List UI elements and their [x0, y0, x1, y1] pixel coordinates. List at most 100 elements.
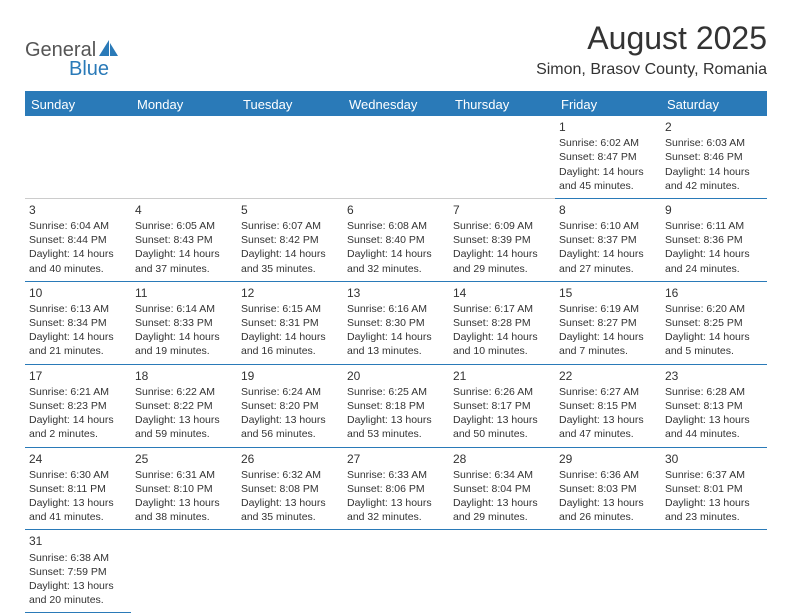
sunset-line: Sunset: 8:01 PM — [665, 482, 763, 496]
day-number: 19 — [241, 368, 339, 384]
sunrise-line: Sunrise: 6:05 AM — [135, 219, 233, 233]
daylight-line: Daylight: 14 hours and 13 minutes. — [347, 330, 445, 358]
daylight-line: Daylight: 13 hours and 44 minutes. — [665, 413, 763, 441]
sunrise-line: Sunrise: 6:11 AM — [665, 219, 763, 233]
calendar-cell — [131, 530, 237, 613]
daylight-line: Daylight: 14 hours and 32 minutes. — [347, 247, 445, 275]
day-number: 12 — [241, 285, 339, 301]
daylight-line: Daylight: 13 hours and 50 minutes. — [453, 413, 551, 441]
calendar-row: 17Sunrise: 6:21 AMSunset: 8:23 PMDayligh… — [25, 364, 767, 447]
daylight-line: Daylight: 14 hours and 5 minutes. — [665, 330, 763, 358]
day-number: 31 — [29, 533, 127, 549]
calendar-cell: 11Sunrise: 6:14 AMSunset: 8:33 PMDayligh… — [131, 281, 237, 364]
sunrise-line: Sunrise: 6:20 AM — [665, 302, 763, 316]
sunset-line: Sunset: 8:17 PM — [453, 399, 551, 413]
calendar-cell: 24Sunrise: 6:30 AMSunset: 8:11 PMDayligh… — [25, 447, 131, 530]
sunset-line: Sunset: 8:33 PM — [135, 316, 233, 330]
calendar-cell — [237, 530, 343, 613]
calendar-row: 24Sunrise: 6:30 AMSunset: 8:11 PMDayligh… — [25, 447, 767, 530]
calendar-cell: 13Sunrise: 6:16 AMSunset: 8:30 PMDayligh… — [343, 281, 449, 364]
sunrise-line: Sunrise: 6:22 AM — [135, 385, 233, 399]
daylight-line: Daylight: 13 hours and 26 minutes. — [559, 496, 657, 524]
sunset-line: Sunset: 8:23 PM — [29, 399, 127, 413]
sunset-line: Sunset: 8:20 PM — [241, 399, 339, 413]
calendar-cell: 29Sunrise: 6:36 AMSunset: 8:03 PMDayligh… — [555, 447, 661, 530]
sunset-line: Sunset: 8:06 PM — [347, 482, 445, 496]
day-number: 4 — [135, 202, 233, 218]
sunset-line: Sunset: 8:40 PM — [347, 233, 445, 247]
day-number: 10 — [29, 285, 127, 301]
calendar-cell: 9Sunrise: 6:11 AMSunset: 8:36 PMDaylight… — [661, 198, 767, 281]
daylight-line: Daylight: 13 hours and 47 minutes. — [559, 413, 657, 441]
sunrise-line: Sunrise: 6:33 AM — [347, 468, 445, 482]
sunrise-line: Sunrise: 6:17 AM — [453, 302, 551, 316]
calendar-cell — [25, 116, 131, 198]
sunrise-line: Sunrise: 6:25 AM — [347, 385, 445, 399]
calendar-cell — [449, 116, 555, 198]
day-number: 21 — [453, 368, 551, 384]
weekday-header: Thursday — [449, 92, 555, 116]
calendar-row: 3Sunrise: 6:04 AMSunset: 8:44 PMDaylight… — [25, 198, 767, 281]
sunset-line: Sunset: 8:03 PM — [559, 482, 657, 496]
sunset-line: Sunset: 8:27 PM — [559, 316, 657, 330]
weekday-header-row: Sunday Monday Tuesday Wednesday Thursday… — [25, 92, 767, 116]
sunrise-line: Sunrise: 6:19 AM — [559, 302, 657, 316]
daylight-line: Daylight: 14 hours and 21 minutes. — [29, 330, 127, 358]
sunset-line: Sunset: 8:04 PM — [453, 482, 551, 496]
sunrise-line: Sunrise: 6:14 AM — [135, 302, 233, 316]
sunrise-line: Sunrise: 6:09 AM — [453, 219, 551, 233]
daylight-line: Daylight: 13 hours and 38 minutes. — [135, 496, 233, 524]
sunrise-line: Sunrise: 6:38 AM — [29, 551, 127, 565]
calendar-cell: 20Sunrise: 6:25 AMSunset: 8:18 PMDayligh… — [343, 364, 449, 447]
calendar-cell: 21Sunrise: 6:26 AMSunset: 8:17 PMDayligh… — [449, 364, 555, 447]
daylight-line: Daylight: 14 hours and 45 minutes. — [559, 165, 657, 193]
day-number: 27 — [347, 451, 445, 467]
sunrise-line: Sunrise: 6:07 AM — [241, 219, 339, 233]
calendar-cell: 12Sunrise: 6:15 AMSunset: 8:31 PMDayligh… — [237, 281, 343, 364]
calendar-cell: 6Sunrise: 6:08 AMSunset: 8:40 PMDaylight… — [343, 198, 449, 281]
calendar-cell: 5Sunrise: 6:07 AMSunset: 8:42 PMDaylight… — [237, 198, 343, 281]
calendar-cell: 4Sunrise: 6:05 AMSunset: 8:43 PMDaylight… — [131, 198, 237, 281]
daylight-line: Daylight: 14 hours and 42 minutes. — [665, 165, 763, 193]
sunrise-line: Sunrise: 6:16 AM — [347, 302, 445, 316]
logo-text-blue: Blue — [69, 58, 109, 81]
day-number: 16 — [665, 285, 763, 301]
header: General August 2025 Simon, Brasov County… — [25, 20, 767, 79]
day-number: 14 — [453, 285, 551, 301]
daylight-line: Daylight: 14 hours and 29 minutes. — [453, 247, 551, 275]
calendar-cell: 15Sunrise: 6:19 AMSunset: 8:27 PMDayligh… — [555, 281, 661, 364]
sunset-line: Sunset: 8:18 PM — [347, 399, 445, 413]
daylight-line: Daylight: 14 hours and 19 minutes. — [135, 330, 233, 358]
daylight-line: Daylight: 14 hours and 10 minutes. — [453, 330, 551, 358]
sunset-line: Sunset: 8:08 PM — [241, 482, 339, 496]
daylight-line: Daylight: 14 hours and 2 minutes. — [29, 413, 127, 441]
sunset-line: Sunset: 8:47 PM — [559, 150, 657, 164]
day-number: 25 — [135, 451, 233, 467]
calendar-cell: 18Sunrise: 6:22 AMSunset: 8:22 PMDayligh… — [131, 364, 237, 447]
calendar-row: 31Sunrise: 6:38 AMSunset: 7:59 PMDayligh… — [25, 530, 767, 613]
sunrise-line: Sunrise: 6:04 AM — [29, 219, 127, 233]
calendar-cell: 2Sunrise: 6:03 AMSunset: 8:46 PMDaylight… — [661, 116, 767, 198]
weekday-header: Tuesday — [237, 92, 343, 116]
calendar-table: Sunday Monday Tuesday Wednesday Thursday… — [25, 91, 767, 613]
sunset-line: Sunset: 8:42 PM — [241, 233, 339, 247]
day-number: 23 — [665, 368, 763, 384]
daylight-line: Daylight: 13 hours and 41 minutes. — [29, 496, 127, 524]
sunrise-line: Sunrise: 6:21 AM — [29, 385, 127, 399]
sunset-line: Sunset: 8:31 PM — [241, 316, 339, 330]
sunrise-line: Sunrise: 6:02 AM — [559, 136, 657, 150]
sunset-line: Sunset: 8:43 PM — [135, 233, 233, 247]
calendar-cell: 7Sunrise: 6:09 AMSunset: 8:39 PMDaylight… — [449, 198, 555, 281]
daylight-line: Daylight: 13 hours and 23 minutes. — [665, 496, 763, 524]
daylight-line: Daylight: 14 hours and 27 minutes. — [559, 247, 657, 275]
daylight-line: Daylight: 14 hours and 37 minutes. — [135, 247, 233, 275]
sunrise-line: Sunrise: 6:08 AM — [347, 219, 445, 233]
weekday-header: Wednesday — [343, 92, 449, 116]
daylight-line: Daylight: 13 hours and 20 minutes. — [29, 579, 127, 607]
calendar-cell: 3Sunrise: 6:04 AMSunset: 8:44 PMDaylight… — [25, 198, 131, 281]
day-number: 24 — [29, 451, 127, 467]
day-number: 2 — [665, 119, 763, 135]
weekday-header: Sunday — [25, 92, 131, 116]
title-block: August 2025 Simon, Brasov County, Romani… — [536, 20, 767, 79]
calendar-cell: 19Sunrise: 6:24 AMSunset: 8:20 PMDayligh… — [237, 364, 343, 447]
